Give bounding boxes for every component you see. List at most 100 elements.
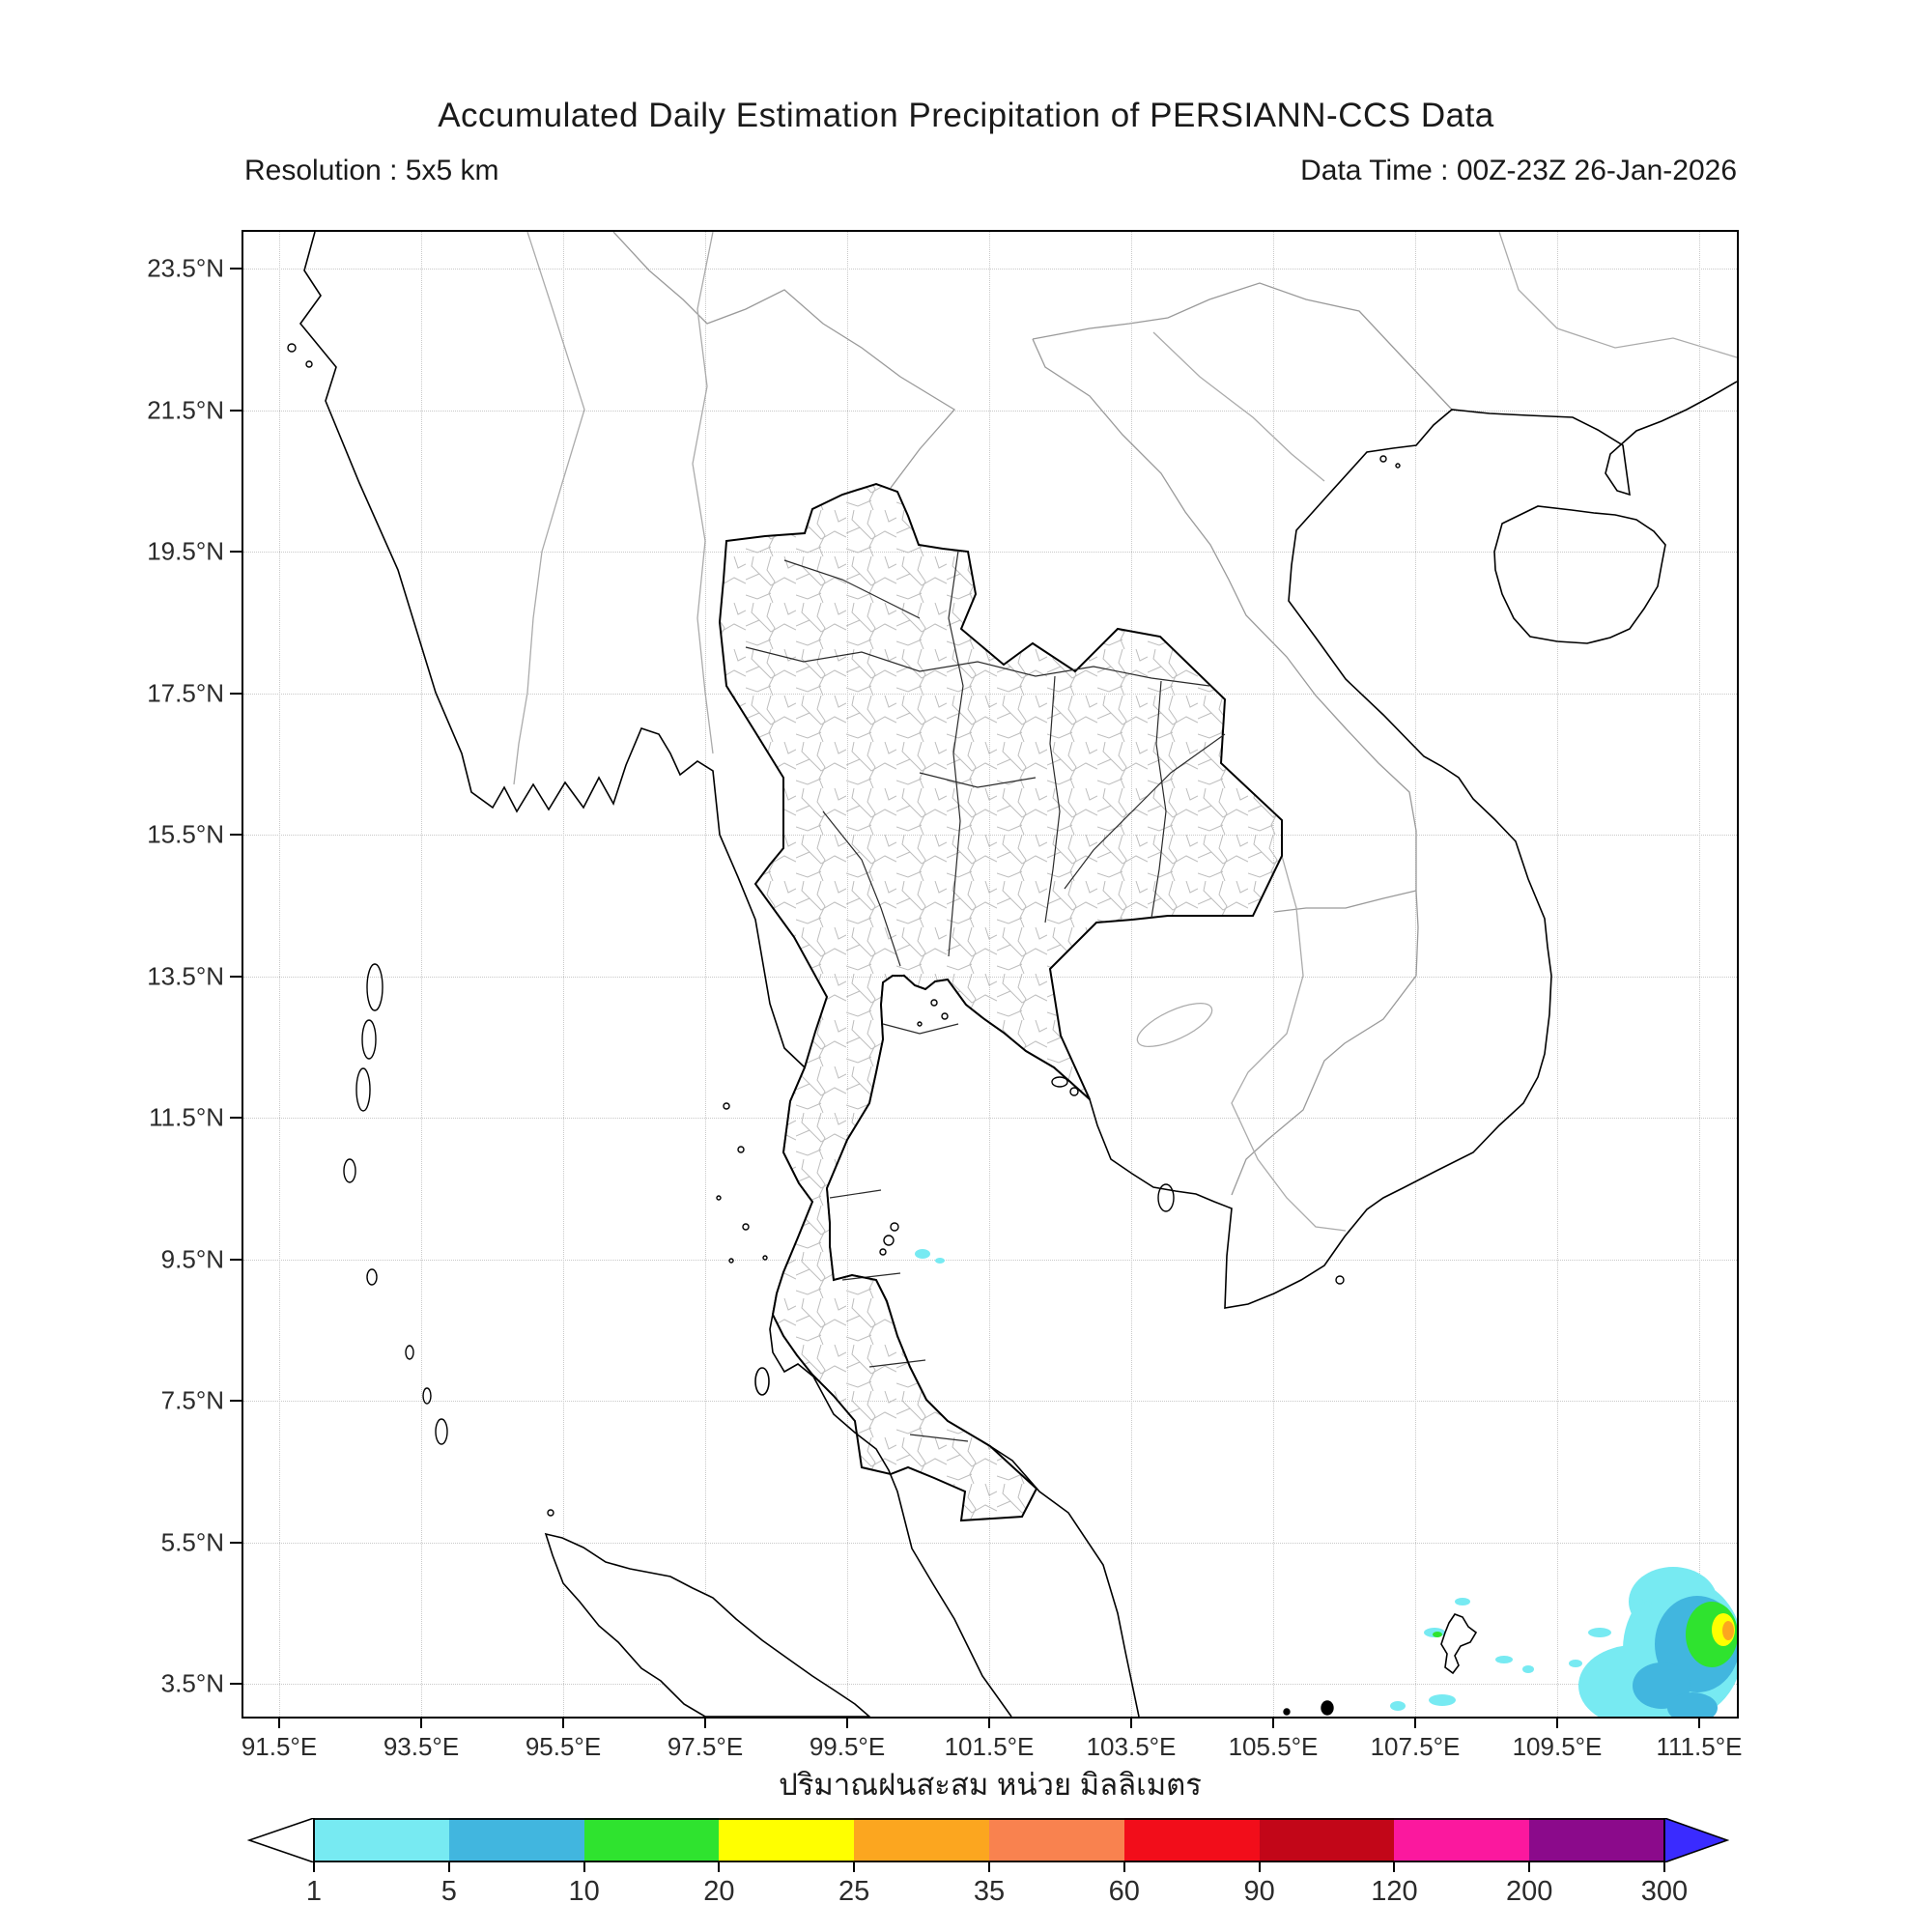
precip-patch — [1667, 1692, 1718, 1717]
precip-patch — [1495, 1656, 1513, 1663]
colorbar-tickmark — [1393, 1862, 1396, 1872]
east-coast-gulf-vietnam-china — [826, 381, 1737, 1717]
lon-gridline — [1699, 232, 1700, 1717]
colorbar-tickmark — [1258, 1862, 1261, 1872]
lon-gridline — [421, 232, 422, 1717]
colorbar-tick-label: 120 — [1371, 1876, 1418, 1907]
lon-tickmark — [1130, 1717, 1132, 1728]
lat-tickmark — [230, 1117, 242, 1119]
lat-tick-label: 3.5°N — [160, 1668, 224, 1698]
lat-gridline — [243, 269, 1737, 270]
page-title: Accumulated Daily Estimation Precipitati… — [438, 97, 1494, 134]
lat-tick-label: 23.5°N — [147, 253, 224, 283]
lon-tick-label: 93.5°E — [383, 1732, 460, 1761]
lon-tickmark — [846, 1717, 848, 1728]
natuna-island — [1440, 1613, 1478, 1675]
lon-gridline — [1131, 232, 1132, 1717]
lon-tick-label: 95.5°E — [525, 1732, 602, 1761]
lat-tickmark — [230, 1258, 242, 1261]
lat-tickmark — [230, 268, 242, 270]
country-borders-layer — [513, 232, 1737, 1232]
precip-patch — [915, 1249, 930, 1259]
colorbar-tick-label: 5 — [440, 1876, 457, 1907]
lon-tick-label: 105.5°E — [1228, 1732, 1319, 1761]
colorbar-tick-label: 20 — [703, 1876, 735, 1907]
colorbar-tickmark — [1528, 1862, 1531, 1872]
lat-tick-label: 21.5°N — [147, 395, 224, 424]
precip-patch — [1569, 1660, 1582, 1667]
colorbar-tickmark — [1663, 1862, 1665, 1872]
colorbar-segment — [989, 1818, 1125, 1862]
lon-tickmark — [988, 1717, 990, 1728]
precip-patch — [1455, 1598, 1470, 1605]
lon-tickmark — [1414, 1717, 1416, 1728]
lon-tickmark — [562, 1717, 564, 1728]
lon-tick-label: 101.5°E — [944, 1732, 1035, 1761]
small-islands-layer — [287, 343, 1401, 1716]
sumatra-island — [544, 1532, 871, 1717]
precip-patch — [935, 1258, 945, 1264]
map-plot-area: 91.5°E 93.5°E 95.5°E 97.5°E — [147, 230, 1742, 1761]
lon-gridline — [1557, 232, 1558, 1717]
southeast-asia-map — [287, 232, 1737, 1717]
lon-tickmark — [420, 1717, 422, 1728]
precipitation-colorbar: 1 5 10 20 25 — [247, 1818, 1729, 1907]
lon-tickmark — [278, 1717, 280, 1728]
colorbar-tick-label: 10 — [568, 1876, 600, 1907]
thailand-province-lines — [745, 550, 1226, 1442]
lat-tickmark — [230, 1541, 242, 1544]
lat-tick-label: 13.5°N — [147, 961, 224, 990]
underflow-arrow — [247, 1818, 315, 1862]
colorbar-segment — [854, 1818, 991, 1862]
colorbar-tickmark — [447, 1862, 450, 1872]
precip-patch — [1522, 1665, 1534, 1673]
lon-tickmark — [1272, 1717, 1274, 1728]
lon-tick-label: 91.5°E — [241, 1732, 318, 1761]
data-time-label: Data Time : 00Z-23Z 26-Jan-2026 — [1300, 155, 1737, 186]
lon-tick-label: 103.5°E — [1086, 1732, 1177, 1761]
lon-gridline — [1273, 232, 1274, 1717]
west-coast-myanmar-malaysia — [298, 232, 1012, 1717]
lat-gridline — [243, 1259, 1737, 1261]
precip-patch — [1722, 1621, 1734, 1640]
thailand-provinces-layer — [718, 482, 1283, 1522]
lat-tick-label: 17.5°N — [147, 678, 224, 707]
coastline-layer — [298, 232, 1737, 1717]
lat-gridline — [243, 552, 1737, 553]
lon-tick-label: 109.5°E — [1512, 1732, 1603, 1761]
lon-tick-label: 97.5°E — [667, 1732, 744, 1761]
colorbar-tick-label: 35 — [973, 1876, 1006, 1907]
lat-tick-label: 11.5°N — [149, 1102, 224, 1132]
lat-tickmark — [230, 551, 242, 553]
lat-gridline — [243, 410, 1737, 412]
lat-tickmark — [230, 975, 242, 978]
phuket-island — [754, 1367, 770, 1396]
colorbar-caption-thai: ปริมาณฝนสะสม หน่วย มิลลิเมตร — [779, 1768, 1202, 1802]
colorbar-tick-label: 25 — [838, 1876, 870, 1907]
colorbar-tick-label: 60 — [1108, 1876, 1140, 1907]
colorbar-tick-label: 300 — [1640, 1876, 1689, 1907]
colorbar-segment — [1259, 1818, 1396, 1862]
colorbar-tick-label: 1 — [305, 1876, 323, 1907]
colorbar-tickmark — [853, 1862, 856, 1872]
lon-tickmark — [1698, 1717, 1700, 1728]
lon-tickmark — [704, 1717, 706, 1728]
precip-patch — [1588, 1628, 1611, 1637]
lat-tick-label: 19.5°N — [147, 536, 224, 566]
colorbar-tick-label: 200 — [1505, 1876, 1553, 1907]
hainan-island — [1493, 505, 1666, 644]
precip-patch — [1390, 1701, 1406, 1711]
precip-patch — [1429, 1694, 1456, 1706]
lon-gridline — [563, 232, 564, 1717]
colorbar-segment — [719, 1818, 856, 1862]
colorbar-tickmark — [313, 1862, 315, 1872]
lat-gridline — [243, 1684, 1737, 1685]
colorbar-segment — [583, 1818, 721, 1862]
lat-tickmark — [230, 834, 242, 836]
lat-tickmark — [230, 692, 242, 695]
precip-layer — [915, 1249, 1737, 1717]
colorbar-tick-label: 90 — [1243, 1876, 1275, 1907]
precip-patch — [1634, 1598, 1643, 1605]
lat-tickmark — [230, 1400, 242, 1402]
colorbar-tickmark — [1122, 1862, 1125, 1872]
